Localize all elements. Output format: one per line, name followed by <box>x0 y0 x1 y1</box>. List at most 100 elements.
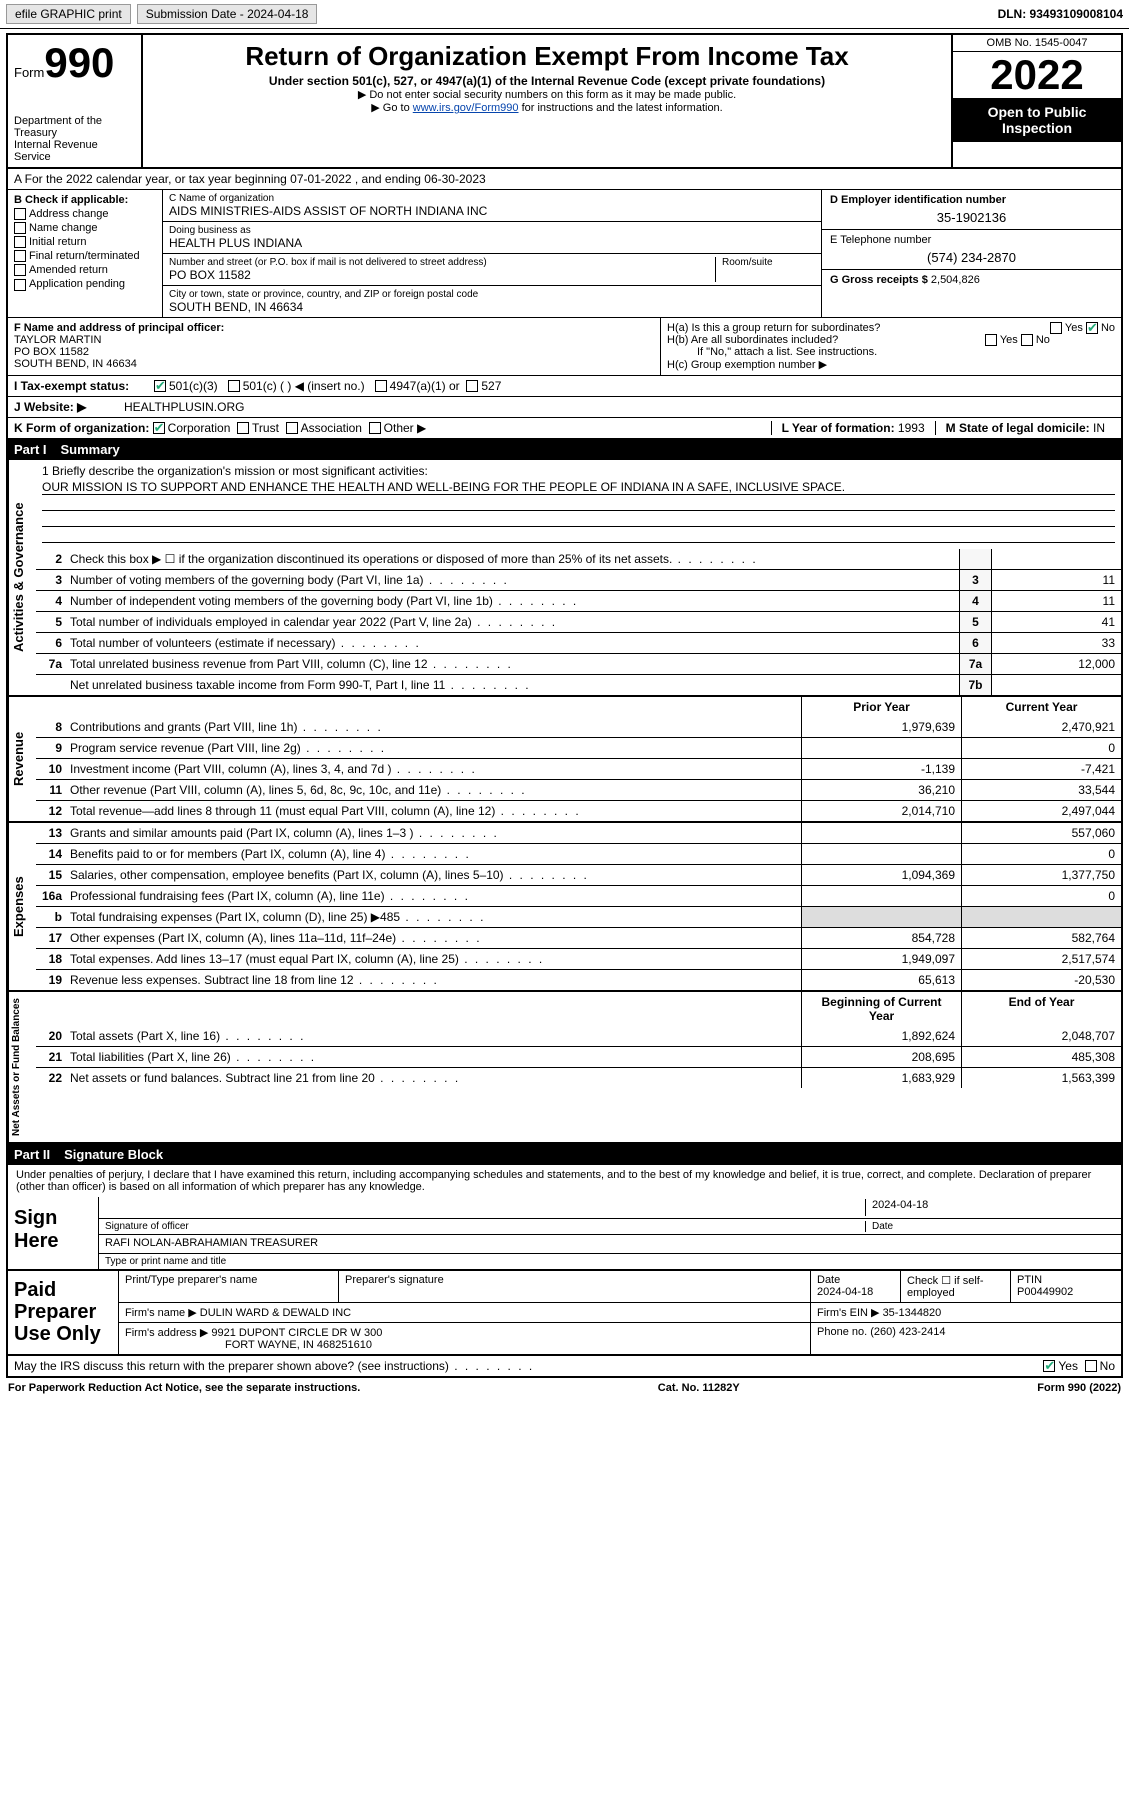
part2-header: Part II Signature Block <box>6 1144 1123 1165</box>
k-trust-chk[interactable] <box>237 422 249 434</box>
gov-box: 4 <box>959 591 991 611</box>
exp-cy: 1,377,750 <box>961 865 1121 885</box>
exp-num: b <box>36 907 66 927</box>
boxb-chk-4[interactable] <box>14 264 26 276</box>
p-date: 2024-04-18 <box>817 1286 873 1298</box>
mission-q: 1 Briefly describe the organization's mi… <box>42 464 1115 478</box>
preparer-label: Paid Preparer Use Only <box>8 1271 118 1354</box>
footer-right: Form 990 (2022) <box>1037 1382 1121 1394</box>
irs-link[interactable]: www.irs.gov/Form990 <box>413 102 519 114</box>
na-desc: Total liabilities (Part X, line 26) <box>66 1047 801 1067</box>
na-hdr-py: Beginning of Current Year <box>801 992 961 1026</box>
row-fh: F Name and address of principal officer:… <box>8 317 1121 375</box>
discuss-yes-chk[interactable] <box>1043 1360 1055 1372</box>
p-addr-lbl: Firm's address ▶ <box>125 1327 208 1339</box>
gov-num: 2 <box>36 549 66 569</box>
l-val: 1993 <box>898 421 925 435</box>
sidelabel-rev: Revenue <box>8 697 36 821</box>
gov-row-5: 7aTotal unrelated business revenue from … <box>36 653 1121 674</box>
gov-val: 11 <box>991 570 1121 590</box>
hc-lbl: H(c) Group exemption number ▶ <box>667 358 1115 371</box>
c-name: AIDS MINISTRIES-AIDS ASSIST OF NORTH IND… <box>169 204 815 218</box>
m-lbl: M State of legal domicile: <box>946 421 1090 435</box>
boxb-chk-2[interactable] <box>14 236 26 248</box>
i-opt0: 501(c)(3) <box>169 379 218 393</box>
line-j: J Website: ▶ HEALTHPLUSIN.ORG <box>8 396 1121 417</box>
discuss-row: May the IRS discuss this return with the… <box>6 1356 1123 1378</box>
g-lbl: G Gross receipts $ <box>830 274 928 286</box>
exp-row-7: 19Revenue less expenses. Subtract line 1… <box>36 969 1121 990</box>
d-val: 35-1902136 <box>830 206 1113 225</box>
preparer-block: Paid Preparer Use Only Print/Type prepar… <box>8 1269 1121 1354</box>
l-lbl: L Year of formation: <box>782 421 895 435</box>
f-name: TAYLOR MARTIN <box>14 334 654 346</box>
efile-button[interactable]: efile GRAPHIC print <box>6 4 131 24</box>
i-527-chk[interactable] <box>466 380 478 392</box>
note2-prefix: ▶ Go to <box>371 102 412 114</box>
hb-lbl: H(b) Are all subordinates included? <box>667 334 838 346</box>
summary-rev: Revenue Prior Year Current Year 8Contrib… <box>6 697 1123 823</box>
i-501c3-chk[interactable] <box>154 380 166 392</box>
rev-cy: 2,497,044 <box>961 801 1121 821</box>
hb-no-chk[interactable] <box>1021 334 1033 346</box>
i-opt2: 4947(a)(1) or <box>390 379 460 393</box>
f-lbl: F Name and address of principal officer: <box>14 322 654 334</box>
boxb-chk-3[interactable] <box>14 250 26 262</box>
i-opt1: 501(c) ( ) ◀ (insert no.) <box>243 379 365 393</box>
part1-header: Part I Summary <box>6 439 1123 460</box>
ha-no-chk[interactable] <box>1086 322 1098 334</box>
sig-officer-lbl: Signature of officer <box>105 1221 865 1232</box>
rev-cy: 2,470,921 <box>961 717 1121 737</box>
exp-cy: 0 <box>961 886 1121 906</box>
k-assoc-chk[interactable] <box>286 422 298 434</box>
exp-num: 16a <box>36 886 66 906</box>
rev-row-3: 11Other revenue (Part VIII, column (A), … <box>36 779 1121 800</box>
discuss-no: No <box>1100 1359 1115 1373</box>
boxb-chk-5[interactable] <box>14 279 26 291</box>
rev-num: 10 <box>36 759 66 779</box>
discuss-no-chk[interactable] <box>1085 1360 1097 1372</box>
rev-py <box>801 738 961 758</box>
exp-py: 1,949,097 <box>801 949 961 969</box>
form-header: Form990 Department of the Treasury Inter… <box>6 33 1123 169</box>
i-4947-chk[interactable] <box>375 380 387 392</box>
c-dba-lbl: Doing business as <box>169 225 815 236</box>
rev-py: -1,139 <box>801 759 961 779</box>
gov-row-1: 3Number of voting members of the governi… <box>36 569 1121 590</box>
form-number-box: Form990 Department of the Treasury Inter… <box>8 35 143 167</box>
exp-row-0: 13Grants and similar amounts paid (Part … <box>36 823 1121 843</box>
i-501c-chk[interactable] <box>228 380 240 392</box>
rev-desc: Other revenue (Part VIII, column (A), li… <box>66 780 801 800</box>
ha-yes-chk[interactable] <box>1050 322 1062 334</box>
gov-num <box>36 675 66 695</box>
i-opt3: 527 <box>481 379 501 393</box>
rev-row-2: 10Investment income (Part VIII, column (… <box>36 758 1121 779</box>
sidelabel-gov: Activities & Governance <box>8 460 36 695</box>
k-corp-chk[interactable] <box>153 422 165 434</box>
gov-num: 5 <box>36 612 66 632</box>
gov-val: 41 <box>991 612 1121 632</box>
sign-here-label: Sign Here <box>8 1197 98 1269</box>
rev-py: 2,014,710 <box>801 801 961 821</box>
exp-cy: 2,517,574 <box>961 949 1121 969</box>
boxb-chk-0[interactable] <box>14 208 26 220</box>
c-city: SOUTH BEND, IN 46634 <box>169 300 815 314</box>
exp-num: 14 <box>36 844 66 864</box>
k-other-chk[interactable] <box>369 422 381 434</box>
gov-num: 7a <box>36 654 66 674</box>
boxb-chk-1[interactable] <box>14 222 26 234</box>
hb-yes-chk[interactable] <box>985 334 997 346</box>
k-opt2: Association <box>301 421 362 435</box>
c-dba: HEALTH PLUS INDIANA <box>169 236 815 250</box>
rev-py: 1,979,639 <box>801 717 961 737</box>
discuss-yes: Yes <box>1058 1359 1078 1373</box>
rev-num: 11 <box>36 780 66 800</box>
omb-box: OMB No. 1545-0047 2022 Open to Public In… <box>951 35 1121 167</box>
d-lbl: D Employer identification number <box>830 194 1113 206</box>
rev-hdr-cy: Current Year <box>961 697 1121 717</box>
exp-cy: 0 <box>961 844 1121 864</box>
exp-row-3: 16aProfessional fundraising fees (Part I… <box>36 885 1121 906</box>
box-b: B Check if applicable: Address changeNam… <box>8 190 163 317</box>
na-cy: 2,048,707 <box>961 1026 1121 1046</box>
na-num: 21 <box>36 1047 66 1067</box>
